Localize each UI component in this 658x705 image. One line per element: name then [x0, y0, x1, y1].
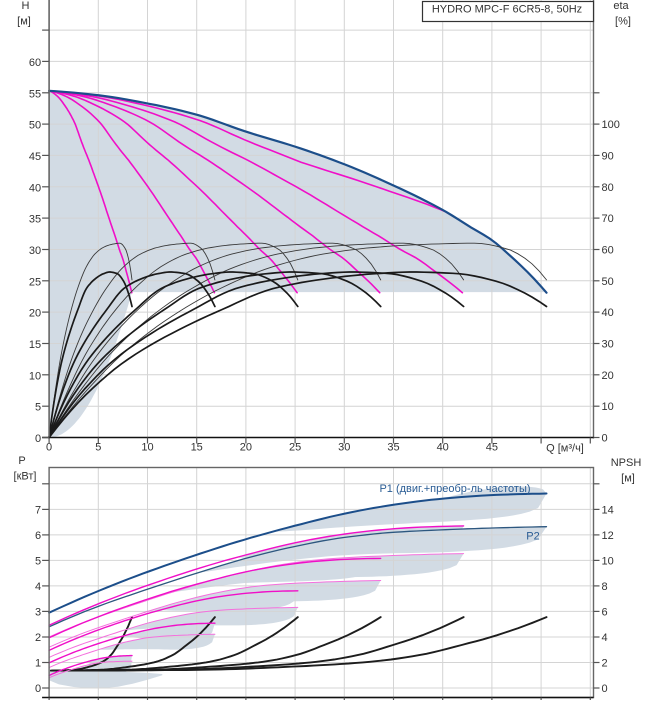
svg-text:5: 5 [95, 442, 101, 454]
svg-text:8: 8 [602, 581, 608, 593]
svg-text:[м]: [м] [621, 473, 635, 485]
svg-text:70: 70 [602, 213, 614, 225]
svg-text:0: 0 [35, 683, 41, 695]
svg-text:20: 20 [29, 308, 41, 320]
svg-text:55: 55 [29, 88, 41, 100]
svg-text:P1 (двиг.+преобр-ль частоты): P1 (двиг.+преобр-ль частоты) [379, 483, 530, 495]
svg-text:12: 12 [602, 530, 614, 542]
svg-text:40: 40 [437, 442, 449, 454]
svg-text:10: 10 [602, 555, 614, 567]
svg-text:[кВт]: [кВт] [14, 471, 37, 483]
svg-text:0: 0 [35, 433, 41, 445]
svg-text:35: 35 [29, 214, 41, 226]
svg-text:25: 25 [289, 442, 301, 454]
svg-text:20: 20 [602, 370, 614, 382]
svg-text:0: 0 [46, 442, 52, 454]
svg-text:60: 60 [29, 57, 41, 69]
svg-text:5: 5 [35, 555, 41, 567]
svg-text:3: 3 [35, 606, 41, 618]
svg-text:[%]: [%] [615, 16, 631, 28]
svg-text:eta: eta [613, 0, 629, 12]
svg-text:30: 30 [338, 442, 350, 454]
svg-text:25: 25 [29, 276, 41, 288]
svg-text:50: 50 [602, 276, 614, 288]
svg-text:40: 40 [29, 182, 41, 194]
svg-text:0: 0 [602, 433, 608, 445]
svg-text:15: 15 [191, 442, 203, 454]
svg-text:6: 6 [35, 530, 41, 542]
svg-text:4: 4 [35, 581, 41, 593]
svg-text:6: 6 [602, 606, 608, 618]
svg-text:35: 35 [387, 442, 399, 454]
svg-text:10: 10 [141, 442, 153, 454]
svg-text:60: 60 [602, 244, 614, 256]
svg-text:HYDRO MPC-F 6CR5-8, 50Hz: HYDRO MPC-F 6CR5-8, 50Hz [432, 4, 582, 16]
svg-text:Q [м³/ч]: Q [м³/ч] [546, 443, 584, 455]
svg-text:30: 30 [602, 338, 614, 350]
svg-text:15: 15 [29, 339, 41, 351]
svg-text:90: 90 [602, 150, 614, 162]
svg-text:H: H [22, 0, 30, 12]
svg-text:100: 100 [602, 119, 620, 131]
svg-text:NPSH: NPSH [611, 457, 642, 469]
svg-text:14: 14 [602, 504, 614, 516]
svg-text:10: 10 [602, 401, 614, 413]
svg-text:[м]: [м] [17, 16, 31, 28]
svg-text:80: 80 [602, 182, 614, 194]
svg-text:1: 1 [35, 657, 41, 669]
svg-text:P2: P2 [526, 531, 539, 543]
svg-text:10: 10 [29, 370, 41, 382]
svg-text:0: 0 [602, 683, 608, 695]
svg-text:P: P [18, 455, 25, 467]
svg-text:20: 20 [240, 442, 252, 454]
svg-text:2: 2 [35, 632, 41, 644]
svg-text:7: 7 [35, 504, 41, 516]
svg-text:45: 45 [29, 151, 41, 163]
svg-text:40: 40 [602, 307, 614, 319]
svg-text:5: 5 [35, 402, 41, 414]
svg-text:50: 50 [29, 120, 41, 132]
svg-text:45: 45 [486, 442, 498, 454]
svg-text:4: 4 [602, 632, 608, 644]
svg-text:30: 30 [29, 245, 41, 257]
svg-text:2: 2 [602, 657, 608, 669]
